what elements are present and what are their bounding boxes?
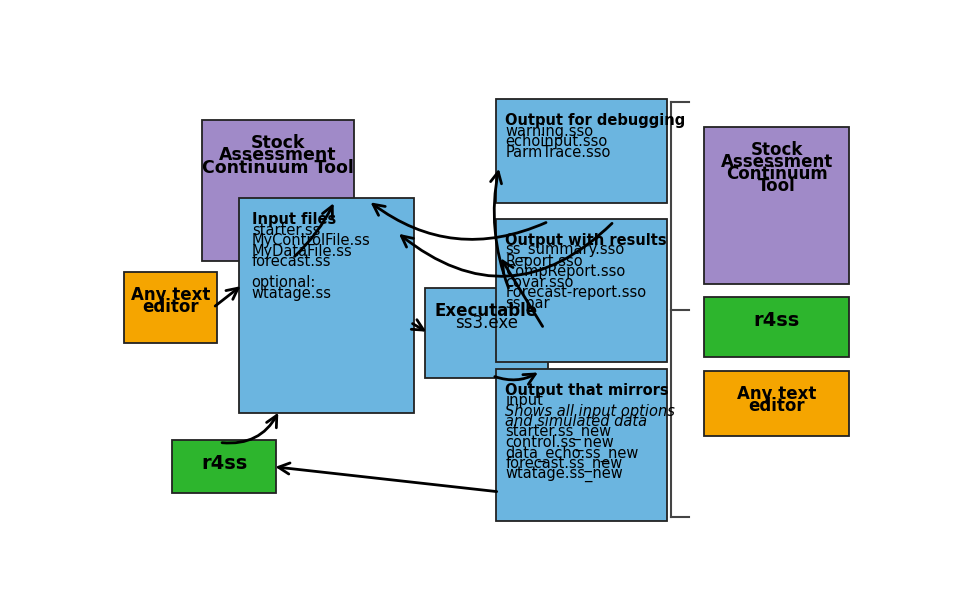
- Text: Report.sso: Report.sso: [505, 254, 583, 269]
- Text: wtatage.ss: wtatage.ss: [252, 286, 332, 301]
- Text: covar.sso: covar.sso: [505, 275, 574, 290]
- Text: forecast.ss_new: forecast.ss_new: [505, 456, 623, 472]
- Text: ss3.exe: ss3.exe: [455, 314, 518, 332]
- Text: Output for debugging: Output for debugging: [505, 113, 685, 128]
- Text: optional:: optional:: [252, 275, 316, 290]
- Text: r4ss: r4ss: [754, 311, 800, 330]
- Text: editor: editor: [748, 397, 804, 415]
- Text: Input files: Input files: [252, 212, 336, 227]
- Text: Continuum Tool: Continuum Tool: [203, 159, 354, 177]
- Text: Continuum: Continuum: [726, 165, 828, 183]
- Text: input: input: [505, 393, 543, 408]
- Text: ss.par: ss.par: [505, 296, 550, 311]
- FancyBboxPatch shape: [495, 369, 667, 521]
- Text: Stock: Stock: [751, 141, 803, 159]
- Text: ss_summary.sso: ss_summary.sso: [505, 243, 625, 258]
- Text: starter.ss: starter.ss: [252, 222, 320, 238]
- FancyBboxPatch shape: [495, 99, 667, 203]
- Text: echoinput.sso: echoinput.sso: [505, 134, 608, 150]
- Text: MyDataFile.ss: MyDataFile.ss: [252, 244, 352, 259]
- FancyBboxPatch shape: [495, 219, 667, 362]
- FancyBboxPatch shape: [124, 272, 217, 343]
- Text: Assessment: Assessment: [720, 153, 832, 171]
- Text: Tool: Tool: [757, 177, 796, 195]
- Text: Output with results: Output with results: [505, 233, 667, 248]
- Text: Executable: Executable: [435, 302, 538, 320]
- Text: data_echo.ss_new: data_echo.ss_new: [505, 446, 638, 462]
- Text: forecast.ss: forecast.ss: [252, 254, 331, 269]
- Text: Any text: Any text: [131, 286, 210, 304]
- Text: starter.ss_new: starter.ss_new: [505, 425, 612, 440]
- FancyBboxPatch shape: [202, 120, 354, 261]
- Text: Assessment: Assessment: [219, 147, 337, 164]
- Text: r4ss: r4ss: [201, 454, 248, 473]
- FancyBboxPatch shape: [704, 371, 849, 435]
- Text: control.ss_new: control.ss_new: [505, 435, 614, 451]
- Text: Stock: Stock: [251, 134, 305, 152]
- Text: ParmTrace.sso: ParmTrace.sso: [505, 145, 611, 160]
- Text: and simulated data: and simulated data: [505, 414, 647, 429]
- Text: Shows all input options: Shows all input options: [505, 404, 675, 419]
- FancyBboxPatch shape: [704, 127, 849, 283]
- FancyBboxPatch shape: [239, 199, 414, 413]
- Text: Output that mirrors: Output that mirrors: [505, 383, 669, 398]
- FancyBboxPatch shape: [425, 288, 548, 378]
- Text: CompReport.sso: CompReport.sso: [505, 264, 626, 279]
- Text: warning.sso: warning.sso: [505, 124, 593, 139]
- Text: wtatage.ss_new: wtatage.ss_new: [505, 466, 623, 483]
- Text: editor: editor: [142, 298, 199, 316]
- Text: MyControlFile.ss: MyControlFile.ss: [252, 233, 371, 248]
- Text: Forecast-report.sso: Forecast-report.sso: [505, 285, 646, 300]
- Text: Any text: Any text: [737, 385, 816, 403]
- FancyBboxPatch shape: [704, 297, 849, 357]
- FancyBboxPatch shape: [172, 440, 276, 493]
